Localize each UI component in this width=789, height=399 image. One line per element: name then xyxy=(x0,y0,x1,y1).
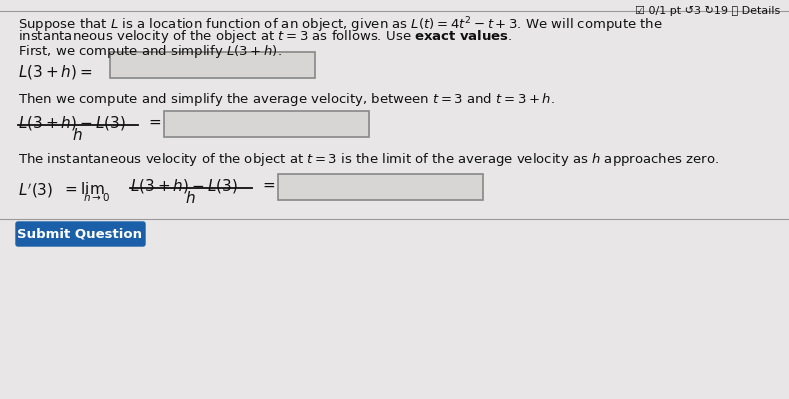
Text: $h$: $h$ xyxy=(185,190,196,206)
Text: $=$: $=$ xyxy=(146,113,162,128)
FancyBboxPatch shape xyxy=(110,52,315,78)
Text: $L(3 + h) =$: $L(3 + h) =$ xyxy=(18,63,92,81)
Text: $L(3 + h) - L(3)$: $L(3 + h) - L(3)$ xyxy=(18,114,126,132)
Text: $L(3 + h) - L(3)$: $L(3 + h) - L(3)$ xyxy=(130,177,238,195)
FancyBboxPatch shape xyxy=(278,174,483,200)
Text: instantaneous velocity of the object at $t = 3$ as follows. Use $\bf{exact\ valu: instantaneous velocity of the object at … xyxy=(18,28,513,45)
Text: Suppose that $L$ is a location function of an object, given as $L(t) = 4t^2 - t : Suppose that $L$ is a location function … xyxy=(18,15,663,35)
Text: Submit Question: Submit Question xyxy=(17,227,143,241)
Text: $=$: $=$ xyxy=(260,176,276,192)
Text: ☑ 0/1 pt ↺3 ↻19 ⓘ Details: ☑ 0/1 pt ↺3 ↻19 ⓘ Details xyxy=(634,6,780,16)
Text: $h \to 0$: $h \to 0$ xyxy=(83,191,110,203)
Text: Then we compute and simplify the average velocity, between $t = 3$ and $t = 3 + : Then we compute and simplify the average… xyxy=(18,91,555,108)
Text: First, we compute and simplify $L(3 + h)$.: First, we compute and simplify $L(3 + h)… xyxy=(18,43,282,60)
Text: The instantaneous velocity of the object at $t = 3$ is the limit of the average : The instantaneous velocity of the object… xyxy=(18,151,719,168)
Text: $L'(3)$: $L'(3)$ xyxy=(18,181,54,200)
FancyBboxPatch shape xyxy=(164,111,369,137)
FancyBboxPatch shape xyxy=(16,222,145,246)
Text: $=\lim$: $=\lim$ xyxy=(62,181,105,197)
Text: $h$: $h$ xyxy=(72,127,83,143)
